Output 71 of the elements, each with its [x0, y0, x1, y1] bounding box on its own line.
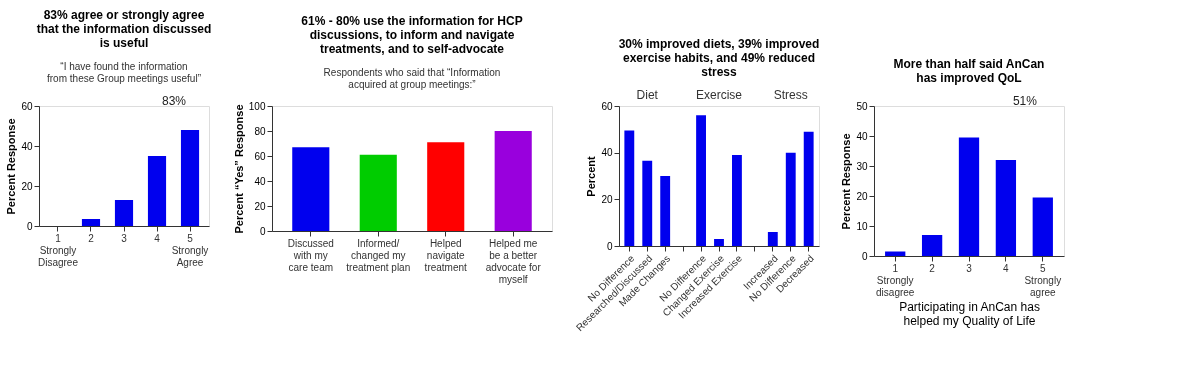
y-axis-title: Percent Response — [840, 133, 853, 230]
bar — [785, 152, 796, 246]
y-tick-label: 30 — [856, 160, 868, 172]
x-tick-label: 2 — [88, 232, 95, 244]
annotation: 51% — [1012, 94, 1038, 108]
bar — [1032, 197, 1053, 256]
y-tick-label: 10 — [856, 220, 868, 232]
x-tick-label: 1 Strongly Disagree — [37, 232, 79, 268]
y-tick-label: 0 — [606, 240, 613, 252]
y-tick-label: 0 — [26, 220, 33, 232]
x-tick-label: 4 — [154, 232, 161, 244]
y-tick-label: 0 — [861, 250, 868, 262]
bar — [714, 239, 724, 246]
y-tick-label: 40 — [254, 175, 266, 187]
bar — [180, 130, 200, 226]
annotation: 83% — [161, 94, 187, 108]
bar — [624, 130, 635, 246]
x-tick-label: Discussed with my care team — [287, 237, 334, 273]
bar — [427, 142, 465, 231]
y-tick-label: 0 — [259, 225, 266, 237]
bar — [660, 176, 671, 246]
x-axis-title: Participating in AnCan has helped my Quality of Life — [899, 299, 1040, 328]
chart-title: 83% agree or strongly agree that the information discussed is useful — [36, 8, 212, 50]
y-tick-label: 60 — [601, 100, 613, 112]
x-tick-label: Helped me be a better advocate for myself — [485, 237, 542, 285]
x-tick-label: 3 — [966, 262, 973, 274]
text: Exercise — [695, 88, 743, 102]
bar — [921, 235, 943, 256]
y-tick-label: 40 — [856, 130, 868, 142]
chart-title: More than half said AnCan has improved QoL — [893, 57, 1045, 85]
x-tick-label: 4 — [1003, 262, 1010, 274]
x-tick-label: Informed/ changed my treatment plan — [346, 237, 411, 273]
bar — [732, 155, 742, 246]
chart-subtitle: Respondents who said that “Information acquired at group meetings:” — [323, 67, 501, 90]
y-tick-label: 60 — [254, 150, 266, 162]
bar — [114, 200, 134, 226]
bar — [147, 156, 167, 226]
bar — [642, 160, 653, 246]
bar — [696, 115, 706, 246]
bar — [995, 160, 1017, 256]
chart-subtitle: “I have found the information from these Group meetings useful” — [47, 61, 201, 84]
bar — [767, 232, 778, 246]
y-tick-label: 40 — [21, 140, 33, 152]
x-tick-label: 3 — [121, 232, 128, 244]
y-tick-label: 20 — [856, 190, 868, 202]
bar — [359, 154, 397, 231]
x-tick-label: 1 Strongly disagree — [876, 262, 915, 298]
bar — [494, 131, 532, 231]
bar — [803, 131, 814, 246]
y-tick-label: 80 — [254, 125, 266, 137]
text: Diet — [636, 88, 659, 102]
chart-title: 61% - 80% use the information for HCP discussions, to inform and navigate treatments, and to self-advocate — [301, 14, 523, 56]
chart-title: 30% improved diets, 39% improved exercise habits, and 49% reduced stress — [618, 37, 820, 79]
bar — [81, 219, 101, 226]
y-tick-label: 40 — [601, 147, 613, 159]
text: Stress — [773, 88, 808, 102]
y-tick-label: 50 — [856, 100, 868, 112]
y-axis-title: Percent — [585, 155, 598, 197]
y-tick-label: 100 — [248, 100, 266, 112]
y-tick-label: 20 — [601, 193, 613, 205]
x-tick-label: Helped navigate treatment — [424, 237, 468, 273]
y-tick-label: 20 — [254, 200, 266, 212]
y-tick-label: 20 — [21, 180, 33, 192]
x-tick-label: 5 Strongly Agree — [171, 232, 209, 268]
bar — [292, 147, 330, 231]
y-axis-title: Percent Response — [5, 118, 18, 215]
bar — [958, 137, 980, 256]
y-tick-label: 60 — [21, 100, 33, 112]
y-axis-title: Percent “Yes” Response — [232, 104, 245, 234]
x-tick-label: 2 — [929, 262, 936, 274]
x-tick-label: 5 Strongly agree — [1024, 262, 1062, 298]
